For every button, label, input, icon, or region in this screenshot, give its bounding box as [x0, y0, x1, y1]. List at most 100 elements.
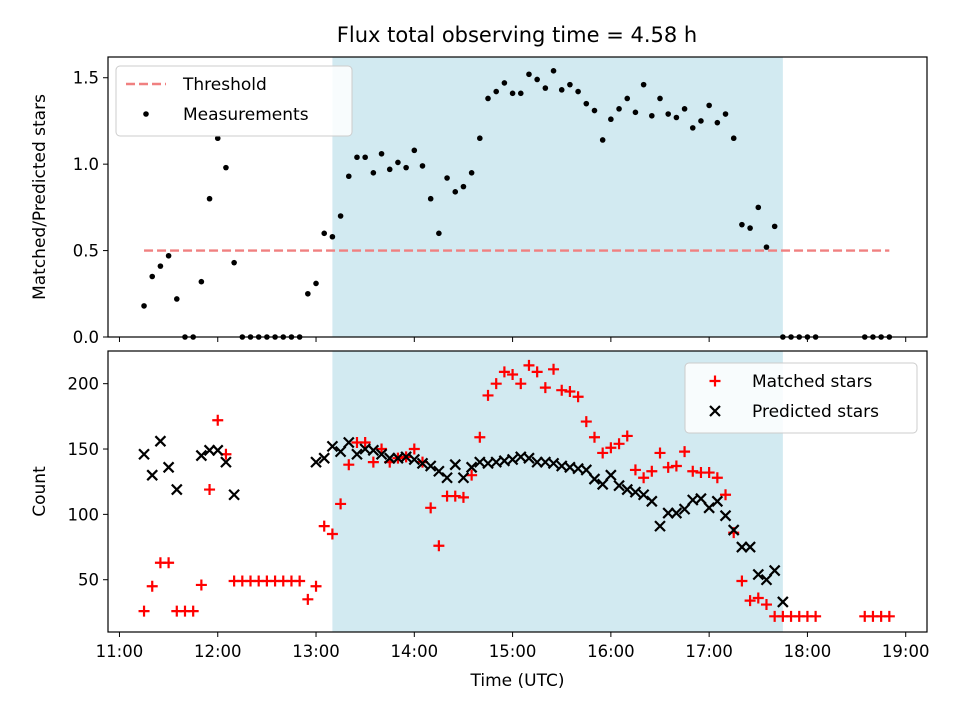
predicted-star-point — [228, 488, 240, 501]
predicted-star-point — [719, 509, 732, 522]
matched-star-point — [572, 391, 584, 403]
matched-star-point — [703, 467, 715, 479]
measurement-point — [468, 170, 475, 176]
legend-matched-key — [709, 375, 721, 387]
predicted-star-point — [768, 564, 781, 577]
measurement-point — [730, 135, 737, 142]
measurement-point — [657, 95, 663, 102]
predicted-star-point — [171, 483, 183, 496]
y-tick-label: 0.0 — [73, 328, 99, 347]
matched-star-point — [376, 443, 388, 455]
y-tick-label: 1.5 — [73, 69, 99, 88]
axes-frame — [107, 350, 928, 633]
measurement-point — [206, 195, 213, 202]
y-tick-label: 0.5 — [73, 242, 99, 261]
measurement-point — [157, 263, 164, 269]
matched-star-point — [212, 414, 224, 426]
axes-frame — [107, 56, 928, 338]
predicted-star-point — [424, 460, 437, 472]
measurement-point — [591, 107, 598, 114]
predicted-star-point — [629, 486, 642, 498]
matched-star-point — [195, 579, 207, 591]
legend-predicted-key — [709, 405, 721, 417]
y-tick-label: 1.0 — [73, 155, 99, 174]
predicted-star-point — [162, 461, 175, 474]
predicted-star-point — [580, 464, 593, 476]
matched-star-point — [449, 490, 461, 502]
observing-window-shade — [332, 57, 783, 337]
legend-label: Matched stars — [752, 372, 872, 392]
measurement-point — [411, 147, 418, 154]
x-axis-label: Time (UTC) — [470, 671, 565, 691]
matched-star-point — [326, 528, 338, 540]
measurement-point — [337, 213, 344, 219]
x-tick-label: 12:00 — [194, 642, 242, 661]
predicted-star-point — [343, 436, 355, 449]
y-axis-label: Count — [30, 466, 50, 517]
predicted-star-point — [146, 469, 159, 481]
matched-star-point — [720, 489, 732, 501]
measurement-point — [321, 230, 328, 237]
measurement-point — [395, 159, 401, 166]
matched-star-point — [146, 580, 158, 592]
x-tick-label: 19:00 — [882, 642, 930, 661]
measurement-point — [550, 68, 557, 74]
matched-star-point — [629, 464, 641, 476]
measurement-point — [698, 118, 704, 124]
measurement-point — [583, 100, 590, 107]
measurement-point — [485, 95, 491, 102]
matched-star-point — [670, 460, 682, 472]
matched-star-point — [318, 520, 330, 532]
matched-star-point — [466, 469, 478, 481]
predicted-star-point — [310, 456, 322, 468]
measurement-point — [681, 106, 688, 112]
measurement-point — [534, 76, 540, 83]
predicted-star-point — [318, 452, 330, 464]
predicted-star-point — [637, 488, 650, 501]
measurement-point — [452, 189, 459, 195]
predicted-star-point — [777, 596, 789, 608]
measurement-point — [223, 164, 229, 171]
figure-title: Flux total observing time = 4.58 h — [337, 23, 697, 47]
predicted-star-point — [695, 492, 707, 505]
measurement-point — [665, 111, 671, 117]
y-tick-label: 150 — [68, 440, 100, 459]
legend-label: Predicted stars — [752, 402, 879, 422]
matched-star-point — [482, 389, 494, 401]
measurement-point — [771, 223, 778, 230]
predicted-star-point — [506, 453, 519, 466]
predicted-star-point — [621, 483, 634, 496]
measurement-point — [526, 71, 532, 78]
matched-star-point — [621, 430, 633, 442]
predicted-star-point — [154, 435, 167, 447]
predicted-star-point — [375, 448, 388, 461]
matched-star-point — [294, 575, 306, 587]
measurement-point — [689, 125, 696, 131]
measurement-point — [378, 150, 385, 157]
legend-label: Measurements — [183, 105, 309, 125]
predicted-star-point — [760, 573, 773, 586]
predicted-star-point — [465, 461, 478, 474]
matched-star-point — [359, 436, 371, 448]
matched-star-point — [760, 599, 772, 611]
matched-star-point — [204, 484, 216, 496]
x-tick-label: 17:00 — [685, 642, 733, 661]
measurement-point — [403, 164, 409, 171]
x-tick-label: 13:00 — [292, 642, 340, 661]
measurement-point — [763, 244, 770, 250]
predicted-star-point — [408, 453, 421, 466]
matched-star-point — [335, 498, 347, 510]
predicted-star-point — [400, 451, 412, 463]
y-tick-label: 200 — [68, 375, 100, 394]
x-tick-label: 16:00 — [587, 642, 635, 661]
measurement-point — [214, 135, 221, 142]
predicted-star-point — [334, 445, 347, 458]
measurement-point — [632, 109, 639, 116]
predicted-star-point — [351, 448, 363, 461]
predicted-star-point — [367, 444, 380, 457]
matched-star-point — [752, 592, 764, 604]
matched-star-point — [613, 438, 625, 450]
matched-star-point — [474, 431, 486, 443]
matched-star-point — [138, 605, 150, 617]
